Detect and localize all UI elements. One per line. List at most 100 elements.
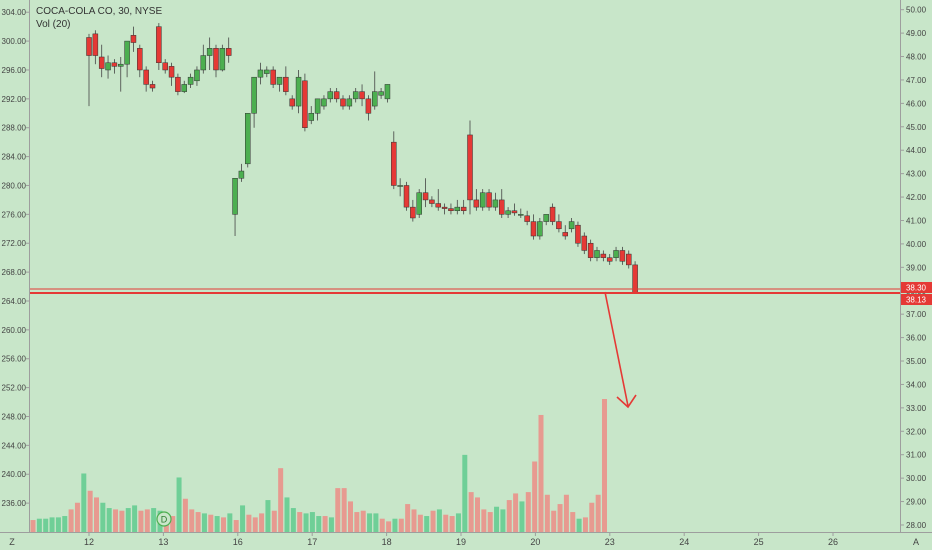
dividend-marker-circle (156, 511, 172, 527)
volume-bar (398, 518, 404, 532)
candle (492, 192, 499, 211)
volume-indicator-label: Vol (20) (36, 19, 70, 30)
candle (270, 66, 276, 89)
candle (429, 196, 435, 208)
candle-body (327, 91, 334, 100)
candle (384, 84, 391, 103)
candle (448, 203, 454, 215)
candle (232, 178, 238, 237)
candle-body (321, 98, 327, 107)
candle-body (410, 206, 416, 219)
candle-body (473, 199, 480, 208)
symbol-title: COCA-COLA CO, 30, NYSE (36, 6, 162, 17)
candle-body (314, 98, 321, 114)
candle-body (384, 84, 391, 100)
volume-bar (392, 518, 398, 532)
candle (606, 254, 613, 265)
left-axis-ticks: 304.00 300.00 296.00 292.00 288.00 284.00 280.… (2, 8, 30, 508)
volume-bar (284, 497, 290, 532)
volume-bar (259, 513, 265, 532)
candle (137, 44, 143, 78)
volume-bar (144, 509, 150, 532)
volume-bar (532, 461, 538, 532)
candle (524, 210, 530, 226)
candle-body (194, 69, 200, 82)
volume-bar (544, 494, 550, 532)
candle (200, 44, 207, 74)
candle (543, 214, 549, 226)
price-label-lower-text: 38.13 (906, 296, 927, 305)
candle (422, 178, 429, 208)
candle (257, 62, 264, 85)
candle-body (391, 141, 397, 186)
right-tick-label: 35.00 (906, 357, 927, 366)
volume-bar (551, 510, 557, 532)
candle (537, 217, 543, 240)
candle (225, 37, 232, 63)
candle-body (92, 33, 99, 56)
forecast-arrow[interactable] (604, 291, 637, 409)
volume-bar (348, 501, 353, 532)
volume-bar (481, 509, 487, 532)
right-tick-label: 30.00 (906, 474, 927, 483)
volume-series (30, 399, 607, 532)
candle-body (511, 210, 518, 214)
volume-bar (328, 517, 334, 532)
left-tick-label: 284.00 (2, 153, 27, 162)
candle-body (213, 48, 219, 71)
candle (206, 37, 213, 70)
volume-bar (43, 518, 49, 532)
candle-body (206, 48, 213, 56)
volume-bar (405, 504, 411, 532)
candle-body (492, 199, 499, 208)
volume-bar (570, 512, 576, 532)
volume-bar (462, 454, 468, 532)
volume-bar (182, 498, 188, 532)
left-tick-label: 276.00 (2, 210, 27, 219)
volume-bar (494, 506, 500, 532)
volume-bar (138, 510, 144, 532)
candle (283, 66, 289, 96)
candle-body (556, 221, 562, 230)
candle-body (143, 69, 149, 85)
candle-body (568, 221, 575, 230)
candle-body (137, 48, 143, 71)
volume-bar (519, 501, 525, 532)
dividend-marker[interactable]: D (156, 511, 172, 527)
candle (340, 95, 346, 110)
right-tick-label: 45.00 (906, 123, 927, 132)
candle-body (562, 232, 568, 237)
candle (391, 131, 397, 190)
candle (276, 76, 283, 92)
volume-bar (68, 509, 74, 532)
candle-body (486, 192, 492, 208)
right-tick-label: 40.00 (906, 240, 927, 249)
candle (333, 88, 340, 103)
price-label-upper-text: 38.30 (906, 284, 927, 293)
candle-body (594, 250, 600, 258)
candle-body (378, 91, 384, 96)
volume-bar (240, 505, 246, 532)
candle-body (454, 206, 461, 211)
volume-bar (176, 477, 182, 532)
candle (86, 33, 92, 107)
volume-bar (449, 516, 455, 532)
candle (302, 73, 308, 132)
candle (156, 23, 162, 70)
candle-body (524, 215, 530, 222)
candle-body (416, 192, 422, 215)
volume-bar (119, 510, 125, 532)
price-label-upper: 38.30 (901, 282, 932, 293)
volume-bar (430, 510, 436, 532)
time-axis-ticks: 12 13 16 17 18 19 20 23 24 25 26 (84, 532, 838, 547)
candle-body (543, 214, 549, 222)
candle (511, 203, 518, 216)
volume-bar (309, 512, 315, 532)
candle (321, 95, 327, 110)
candle-body (175, 76, 181, 92)
volume-bar (81, 473, 87, 532)
forecast-arrow-head (616, 394, 637, 409)
candle-body (518, 214, 524, 216)
candle-body (98, 56, 105, 69)
